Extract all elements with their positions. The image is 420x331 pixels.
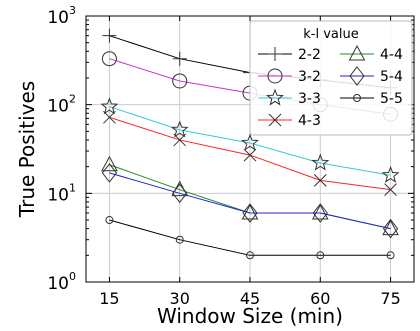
- series-5-5: [105, 216, 395, 260]
- series-line-5-5: [109, 219, 391, 256]
- data-point-3-3: [241, 133, 259, 151]
- legend-label: 3-3: [298, 91, 321, 107]
- data-point-5-4: [172, 183, 188, 204]
- legend: k-l value 2-2 3-2 3-3 4-3 4-4 5-4 5-5: [249, 20, 413, 136]
- data-point-3-3: [381, 165, 400, 183]
- legend-marker: [349, 66, 365, 86]
- x-tick-label: 30: [170, 289, 190, 308]
- series-5-4: [101, 163, 399, 239]
- legend-entry: 5-5: [340, 91, 403, 107]
- x-axis-title: Window Size (min): [157, 304, 343, 328]
- series-line-3-3: [109, 106, 391, 176]
- legend-marker: [268, 113, 282, 127]
- y-axis-title: True Positives: [15, 81, 39, 218]
- data-point-4-3: [243, 148, 257, 162]
- data-point-5-4: [312, 203, 328, 223]
- legend-title: k-l value: [303, 27, 358, 42]
- legend-entry: 3-3: [258, 88, 321, 107]
- data-point-4-4: [101, 155, 118, 172]
- data-point-5-4: [382, 218, 399, 239]
- data-point-2-2: [102, 28, 117, 43]
- data-point-5-5: [246, 251, 254, 260]
- data-point-2-2: [172, 51, 187, 66]
- legend-entry: 3-2: [258, 68, 321, 85]
- data-point-5-5: [386, 251, 395, 260]
- data-point-5-4: [242, 203, 258, 223]
- data-point-3-2: [172, 73, 188, 89]
- x-tick-label: 60: [310, 289, 330, 308]
- data-point-4-4: [311, 203, 329, 220]
- data-point-5-4: [101, 163, 118, 183]
- legend-label: 4-4: [380, 47, 403, 63]
- legend-marker: [268, 47, 282, 61]
- legend-entry: 2-2: [258, 47, 321, 63]
- data-point-4-3: [313, 174, 327, 187]
- x-tick-label: 75: [380, 289, 400, 308]
- data-point-3-3: [100, 97, 119, 115]
- legend-entry: 4-4: [340, 44, 403, 63]
- legend-entry: 4-3: [258, 113, 321, 129]
- x-tick-label: 45: [240, 289, 260, 308]
- legend-box: [249, 20, 413, 136]
- legend-entry: 5-4: [340, 66, 403, 86]
- data-point-3-3: [311, 153, 330, 171]
- data-point-4-3: [384, 183, 397, 197]
- legend-label: 5-5: [380, 91, 403, 107]
- x-axis-ticks: 15 30 45 60 75: [99, 16, 401, 308]
- data-point-4-3: [173, 133, 187, 147]
- series-4-3: [103, 110, 397, 197]
- y-tick-label: 101: [47, 181, 76, 205]
- y-tick-label: 102: [47, 93, 76, 117]
- legend-label: 3-2: [298, 69, 321, 85]
- y-axis-ticks: 100 101 102 103: [47, 4, 414, 294]
- data-point-3-3: [170, 120, 189, 138]
- data-point-3-2: [101, 51, 117, 67]
- legend-label: 5-4: [380, 69, 403, 85]
- data-point-5-5: [175, 235, 184, 244]
- legend-label: 2-2: [298, 47, 321, 63]
- data-point-5-5: [316, 251, 325, 260]
- series-3-3: [100, 97, 400, 183]
- legend-marker: [266, 88, 284, 106]
- y-tick-label: 100: [47, 270, 76, 294]
- legend-marker: [267, 68, 283, 84]
- legend-label: 4-3: [298, 113, 321, 129]
- legend-marker: [348, 44, 366, 61]
- legend-entries: 2-2 3-2 3-3 4-3 4-4 5-4 5-5: [258, 44, 403, 129]
- series-line-5-4: [109, 172, 391, 230]
- data-point-5-5: [105, 216, 114, 225]
- y-tick-label: 103: [47, 4, 76, 28]
- data-point-4-3: [103, 110, 116, 124]
- legend-marker: [353, 94, 361, 102]
- x-tick-label: 15: [99, 289, 119, 308]
